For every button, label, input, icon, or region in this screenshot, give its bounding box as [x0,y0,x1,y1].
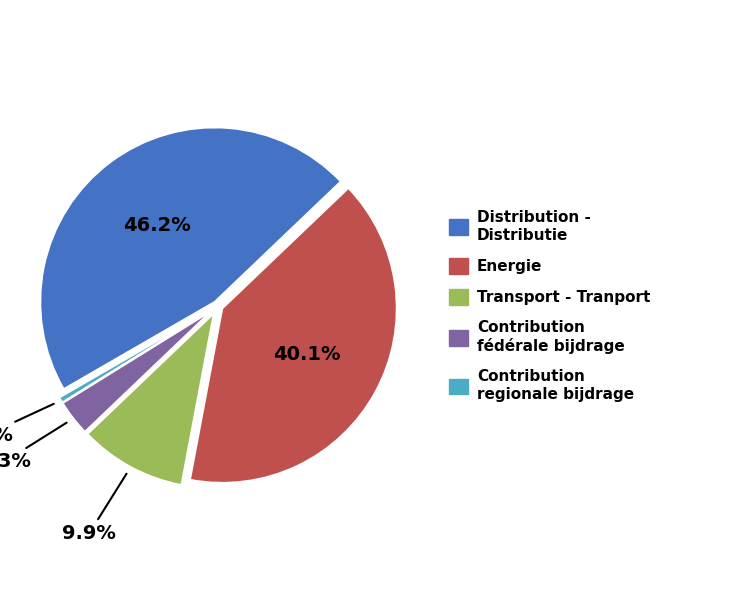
Text: 40.1%: 40.1% [273,345,340,364]
Wedge shape [190,188,397,483]
Text: 0.5%: 0.5% [0,404,54,445]
Wedge shape [63,312,211,431]
Wedge shape [59,310,210,402]
Legend: Distribution -
Distributie, Energie, Transport - Tranport, Contribution
fédérale: Distribution - Distributie, Energie, Tra… [443,204,656,408]
Wedge shape [41,127,341,389]
Text: 46.2%: 46.2% [123,215,191,234]
Text: 9.9%: 9.9% [62,474,126,543]
Wedge shape [88,314,213,485]
Text: 3.3%: 3.3% [0,423,67,471]
